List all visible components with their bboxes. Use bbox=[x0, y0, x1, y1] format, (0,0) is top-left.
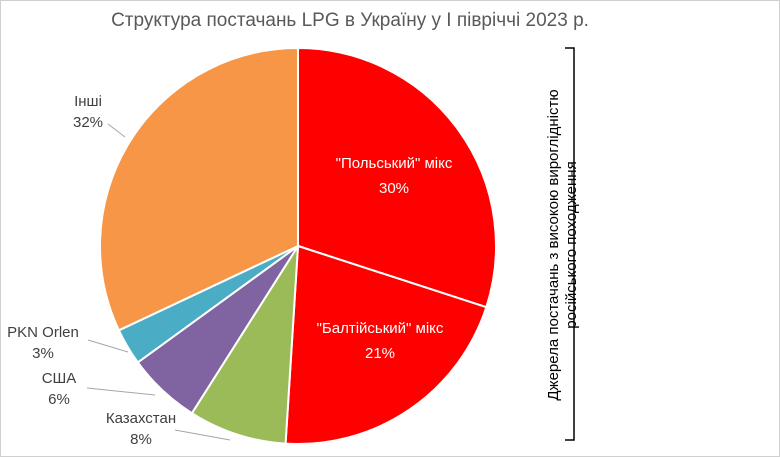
leader-line bbox=[86, 387, 156, 396]
slice-label-value: 21% bbox=[365, 345, 395, 362]
pie-slice bbox=[284, 244, 488, 445]
slice-label-name: Інші bbox=[74, 93, 102, 110]
leader-line bbox=[174, 429, 231, 441]
slice-label-value: 32% bbox=[73, 114, 103, 131]
leader-lines bbox=[86, 123, 231, 441]
slice-label-value: 8% bbox=[130, 431, 152, 448]
slice-label-name: "Балтійський" мікс bbox=[317, 320, 444, 337]
pie-slice bbox=[190, 245, 299, 445]
pie-slice bbox=[99, 46, 299, 332]
slice-label-name: США bbox=[42, 370, 77, 387]
slice-label-value: 30% bbox=[379, 180, 409, 197]
annotation-line-2: російського походження bbox=[563, 161, 580, 328]
leader-line bbox=[87, 339, 129, 353]
slice-label-name: Казахстан bbox=[106, 410, 176, 427]
slice-label-value: 3% bbox=[32, 345, 54, 362]
slice-label-name: "Польський" мікс bbox=[336, 155, 453, 172]
annotation-line-1: Джерела постачань з високою вироглідніст… bbox=[545, 89, 562, 400]
slice-label-name: PKN Orlen bbox=[7, 324, 79, 341]
leader-line bbox=[107, 123, 126, 138]
chart-title: Структура постачань LPG в Україну у І пі… bbox=[111, 10, 589, 31]
slice-labels: "Польський" мікс 30% "Балтійський" мікс 21%… bbox=[7, 93, 453, 448]
slice-label-value: 6% bbox=[48, 391, 70, 408]
pie-slices bbox=[99, 46, 497, 445]
pie-slice bbox=[297, 46, 497, 309]
annotation-bracket bbox=[565, 47, 575, 441]
